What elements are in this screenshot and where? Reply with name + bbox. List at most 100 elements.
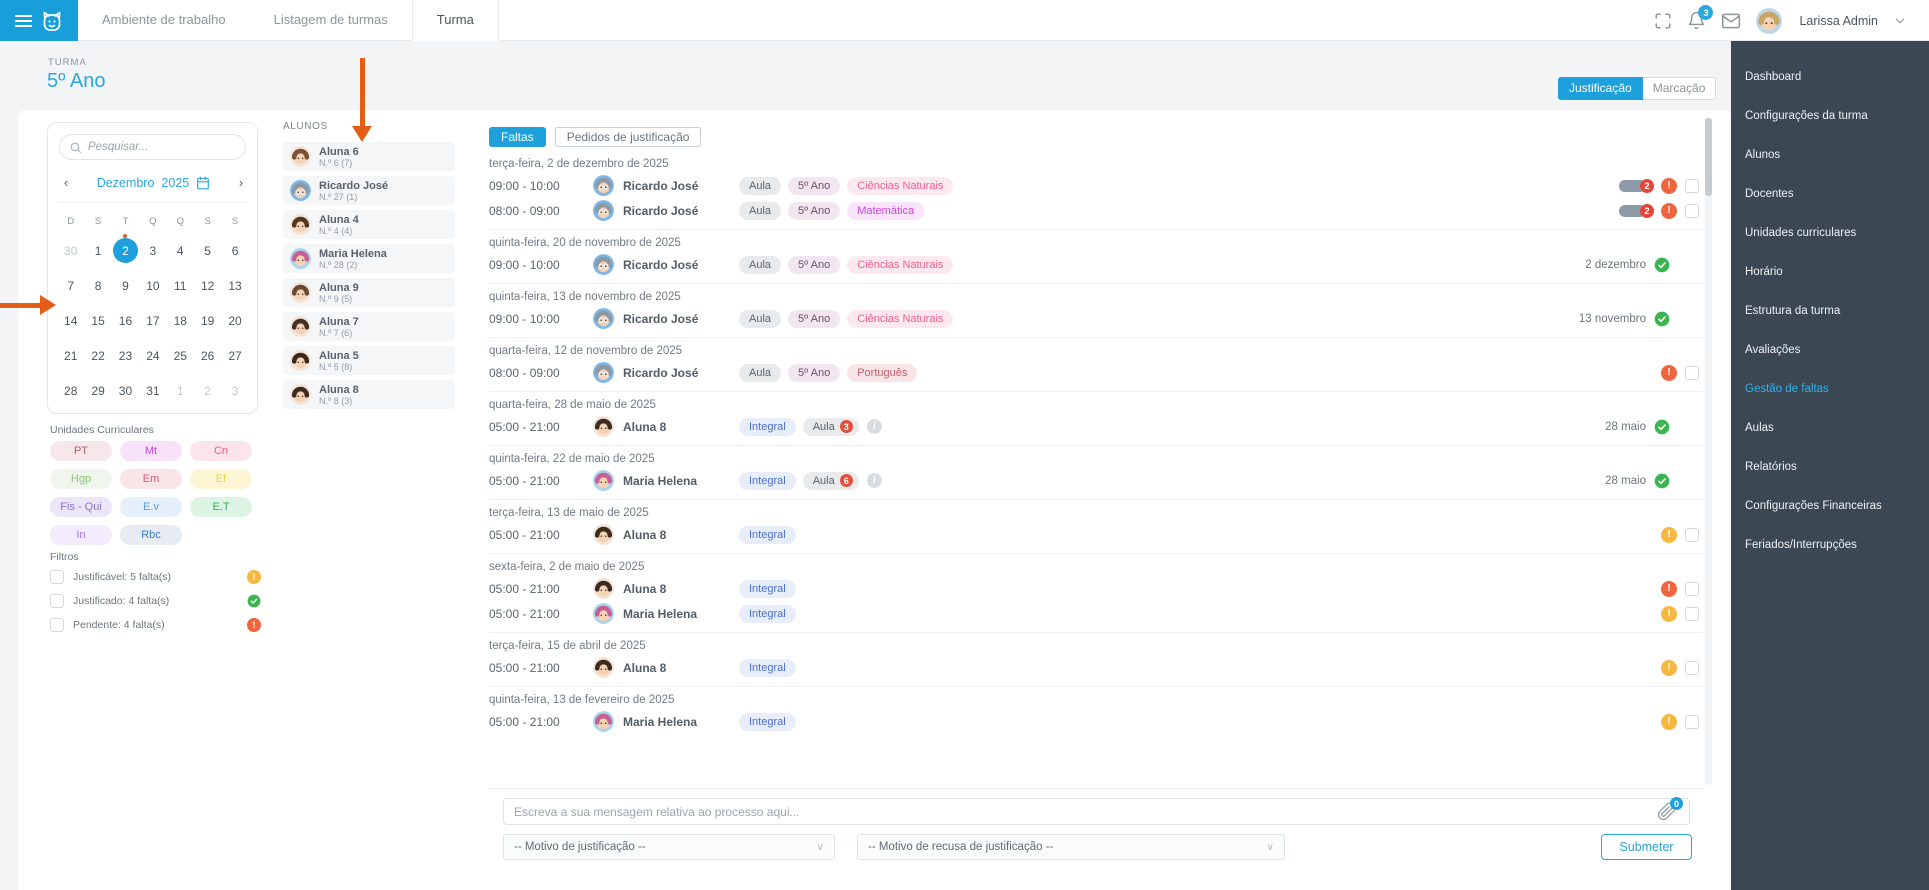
- sidebar-item-avalia-es[interactable]: Avaliações: [1745, 343, 1801, 356]
- calendar-day[interactable]: 13: [228, 278, 242, 293]
- calendar-icon[interactable]: [196, 176, 210, 190]
- sidebar-item-feriados-interrup-es[interactable]: Feriados/Interrupções: [1745, 538, 1857, 551]
- uc-pill-in[interactable]: In: [50, 525, 112, 545]
- student-item-aluna-9[interactable]: Aluna 9 N.º 9 (5): [283, 278, 455, 307]
- justification-reason-select[interactable]: -- Motivo de justificação -- ∨: [503, 834, 835, 860]
- calendar-day[interactable]: 3: [231, 383, 239, 398]
- refusal-reason-select[interactable]: -- Motivo de recusa de justificação -- ∨: [857, 834, 1285, 860]
- calendar-month[interactable]: Dezembro: [96, 176, 155, 190]
- calendar-day[interactable]: 25: [173, 348, 187, 363]
- uc-pill-pt[interactable]: PT: [50, 441, 112, 461]
- sidebar-item-configura-es-financeiras[interactable]: Configurações Financeiras: [1745, 499, 1882, 512]
- calendar-day[interactable]: 21: [64, 348, 78, 363]
- sidebar-item-docentes[interactable]: Docentes: [1745, 187, 1794, 200]
- tab-faltas[interactable]: Faltas: [489, 127, 546, 147]
- tab-listagem-de-turmas[interactable]: Listagem de turmas: [273, 12, 388, 27]
- calendar-day[interactable]: 20: [228, 313, 242, 328]
- calendar-day[interactable]: 30: [118, 383, 133, 398]
- calendar-day[interactable]: 28: [64, 383, 78, 398]
- calendar-day[interactable]: 2: [204, 383, 211, 398]
- search-input[interactable]: [88, 141, 228, 153]
- calendar-day[interactable]: 24: [146, 348, 160, 363]
- sidebar-item-gest-o-de-faltas[interactable]: Gestão de faltas: [1745, 382, 1829, 395]
- user-menu-chevron-down-icon[interactable]: [1893, 14, 1907, 28]
- absence-row-checkbox[interactable]: [1685, 714, 1699, 729]
- absence-row-checkbox[interactable]: [1685, 365, 1699, 380]
- calendar-day[interactable]: 6: [231, 243, 239, 258]
- uc-pill-e-t[interactable]: E.T: [190, 497, 252, 517]
- info-icon[interactable]: i: [866, 473, 882, 488]
- calendar-day[interactable]: 7: [67, 278, 75, 293]
- calendar-day[interactable]: 1: [176, 383, 184, 398]
- calendar-prev-icon[interactable]: ‹: [63, 175, 69, 190]
- calendar-day[interactable]: 30: [64, 243, 78, 258]
- calendar-year[interactable]: 2025: [161, 176, 190, 190]
- calendar-day[interactable]: 15: [91, 313, 105, 328]
- scrollbar-thumb[interactable]: [1705, 118, 1712, 196]
- calendar-day[interactable]: 22: [91, 348, 105, 363]
- messages-mail-icon[interactable]: [1721, 11, 1741, 31]
- sidebar-item-aulas[interactable]: Aulas: [1745, 421, 1774, 434]
- calendar-day[interactable]: 11: [174, 278, 187, 293]
- uc-pill-em[interactable]: Em: [120, 469, 182, 489]
- uc-pill-cn[interactable]: Cn: [190, 441, 252, 461]
- info-icon[interactable]: i: [866, 419, 882, 434]
- student-item-aluna-6[interactable]: Aluna 6 N.º 6 (7): [283, 142, 455, 171]
- calendar-day[interactable]: 9: [122, 278, 129, 293]
- tab-pedidos-justificacao[interactable]: Pedidos de justificação: [554, 127, 702, 147]
- sidebar-item-hor-rio[interactable]: Horário: [1745, 265, 1783, 278]
- absence-row-checkbox[interactable]: [1685, 527, 1699, 542]
- filter-checkbox[interactable]: [50, 618, 64, 632]
- calendar-day[interactable]: 5: [204, 243, 211, 258]
- uc-pill-mt[interactable]: Mt: [120, 441, 182, 461]
- fullscreen-icon[interactable]: [1654, 12, 1672, 30]
- sidebar-item-relat-rios[interactable]: Relatórios: [1745, 460, 1797, 473]
- sidebar-item-unidades-curriculares[interactable]: Unidades curriculares: [1745, 226, 1857, 239]
- attachment-paperclip-icon[interactable]: 0: [1657, 797, 1683, 821]
- uc-pill-ef[interactable]: Ef: [190, 469, 252, 489]
- uc-pill-rbc[interactable]: Rbc: [120, 525, 182, 545]
- sidebar-item-dashboard[interactable]: Dashboard: [1745, 70, 1802, 83]
- calendar-day[interactable]: 3: [149, 243, 157, 258]
- student-item-aluna-7[interactable]: Aluna 7 N.º 7 (6): [283, 312, 455, 341]
- calendar-day[interactable]: 14: [64, 313, 78, 328]
- uc-pill-fis-qui[interactable]: Fis - Qui: [50, 497, 112, 517]
- tab-turma[interactable]: Turma: [411, 0, 499, 41]
- sidebar-item-configura-es-da-turma[interactable]: Configurações da turma: [1745, 109, 1868, 122]
- calendar-day[interactable]: 10: [146, 278, 160, 293]
- student-item-aluna-8[interactable]: Aluna 8 N.º 8 (3): [283, 380, 455, 409]
- absence-row-checkbox[interactable]: [1685, 660, 1699, 675]
- calendar-day[interactable]: 8: [94, 278, 102, 293]
- absence-row-checkbox[interactable]: [1685, 581, 1699, 596]
- calendar-day[interactable]: 18: [173, 313, 187, 328]
- absence-row-checkbox[interactable]: [1685, 203, 1699, 218]
- sidebar-item-estrutura-da-turma[interactable]: Estrutura da turma: [1745, 304, 1841, 317]
- student-item-ricardo-jos[interactable]: Ricardo José N.º 27 (1): [283, 176, 455, 205]
- calendar-day[interactable]: 26: [200, 348, 215, 363]
- app-logo[interactable]: [0, 0, 78, 41]
- filter-checkbox[interactable]: [50, 570, 64, 584]
- uc-pill-hgp[interactable]: Hgp: [50, 469, 112, 489]
- calendar-day[interactable]: 23: [118, 348, 133, 363]
- student-item-maria-helena[interactable]: Maria Helena N.º 28 (2): [283, 244, 455, 273]
- user-avatar[interactable]: [1756, 7, 1783, 34]
- toggle-marcacao-button[interactable]: Marcação: [1642, 77, 1717, 100]
- calendar-day[interactable]: 29: [91, 383, 105, 398]
- calendar-day[interactable]: 27: [228, 348, 242, 363]
- calendar-next-icon[interactable]: ›: [238, 175, 244, 190]
- uc-pill-e-v[interactable]: E.v: [120, 497, 182, 517]
- menu-icon[interactable]: [14, 14, 32, 27]
- calendar-day[interactable]: 17: [146, 313, 160, 328]
- calendar-day[interactable]: 31: [146, 383, 160, 398]
- submit-button[interactable]: Submeter: [1601, 834, 1692, 860]
- sidebar-item-alunos[interactable]: Alunos: [1745, 148, 1781, 161]
- calendar-day[interactable]: 12: [200, 278, 215, 293]
- student-item-aluna-4[interactable]: Aluna 4 N.º 4 (4): [283, 210, 455, 239]
- calendar-day[interactable]: 4: [176, 243, 184, 258]
- filter-checkbox[interactable]: [50, 594, 64, 608]
- scrollbar-track[interactable]: [1705, 118, 1712, 785]
- calendar-day[interactable]: 16: [118, 313, 133, 328]
- absence-row-checkbox[interactable]: [1685, 606, 1699, 621]
- notifications-bell-icon[interactable]: 3: [1687, 5, 1714, 30]
- student-item-aluna-5[interactable]: Aluna 5 N.º 5 (8): [283, 346, 455, 375]
